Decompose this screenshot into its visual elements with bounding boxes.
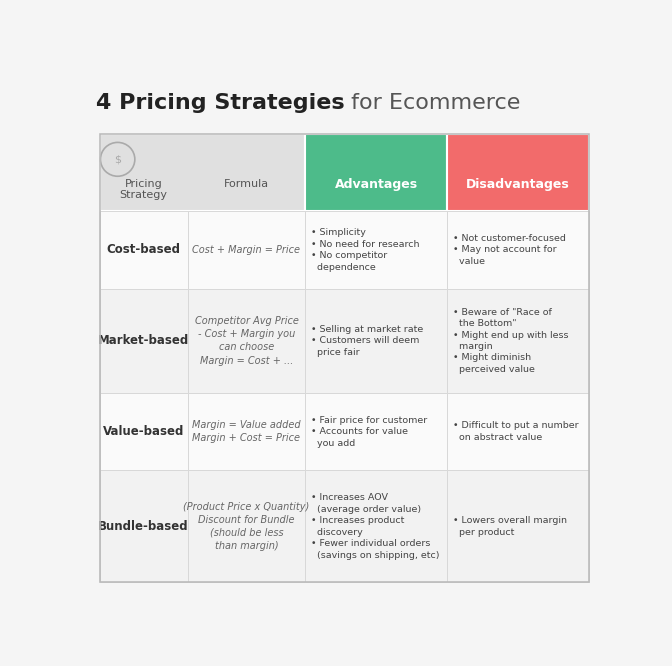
Bar: [305, 470, 447, 583]
Bar: [99, 288, 187, 393]
Text: for Ecommerce: for Ecommerce: [345, 93, 521, 113]
Bar: [187, 211, 305, 288]
Text: • Simplicity
• No need for research
• No competitor
  dependence: • Simplicity • No need for research • No…: [312, 228, 420, 272]
Text: Formula: Formula: [224, 179, 269, 189]
Text: • Increases AOV
  (average order value)
• Increases product
  discovery
• Fewer : • Increases AOV (average order value) • …: [312, 494, 440, 559]
Bar: [447, 288, 589, 393]
Bar: [447, 211, 589, 288]
Text: • Difficult to put a number
  on abstract value: • Difficult to put a number on abstract …: [454, 422, 579, 442]
Bar: [187, 393, 305, 470]
Bar: [99, 134, 305, 211]
Text: Margin = Value added
Margin + Cost = Price: Margin = Value added Margin + Cost = Pri…: [192, 420, 301, 443]
Bar: [99, 211, 187, 288]
Text: • Not customer-focused
• May not account for
  value: • Not customer-focused • May not account…: [454, 234, 566, 266]
Bar: [187, 288, 305, 393]
Text: Disadvantages: Disadvantages: [466, 178, 570, 191]
Bar: [447, 470, 589, 583]
Text: • Lowers overall margin
  per product: • Lowers overall margin per product: [454, 516, 567, 537]
Text: $: $: [114, 155, 121, 165]
Bar: [305, 288, 447, 393]
Text: Advantages: Advantages: [335, 178, 418, 191]
Text: Cost + Margin = Price: Cost + Margin = Price: [192, 245, 300, 255]
Text: Cost-based: Cost-based: [107, 244, 181, 256]
Bar: [99, 470, 187, 583]
Text: Market-based: Market-based: [98, 334, 190, 347]
Bar: [305, 211, 447, 288]
Bar: [447, 393, 589, 470]
Text: Competitor Avg Price
- Cost + Margin you
can choose
Margin = Cost + ...: Competitor Avg Price - Cost + Margin you…: [195, 316, 298, 366]
Bar: [305, 393, 447, 470]
Text: Value-based: Value-based: [103, 425, 184, 438]
Text: • Fair price for customer
• Accounts for value
  you add: • Fair price for customer • Accounts for…: [312, 416, 428, 448]
Bar: [187, 470, 305, 583]
Text: • Beware of "Race of
  the Bottom"
• Might end up with less
  margin
• Might dim: • Beware of "Race of the Bottom" • Might…: [454, 308, 569, 374]
Text: Pricing
Strategy: Pricing Strategy: [120, 178, 168, 200]
Text: (Product Price x Quantity)
Discount for Bundle
(should be less
than margin): (Product Price x Quantity) Discount for …: [183, 501, 310, 551]
Bar: [447, 134, 589, 211]
Bar: [99, 393, 187, 470]
Text: 4 Pricing Strategies: 4 Pricing Strategies: [96, 93, 345, 113]
Text: • Selling at market rate
• Customers will deem
  price fair: • Selling at market rate • Customers wil…: [312, 325, 424, 357]
Bar: [99, 134, 589, 583]
Bar: [305, 134, 447, 211]
Text: Bundle-based: Bundle-based: [98, 520, 189, 533]
